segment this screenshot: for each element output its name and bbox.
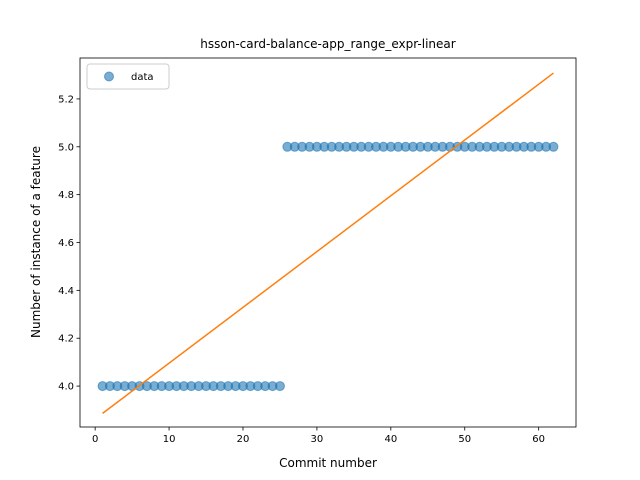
- legend-label-data: data: [131, 72, 154, 83]
- legend-box: [86, 63, 170, 90]
- x-tick-label: 20: [237, 434, 250, 445]
- x-tick-label: 50: [458, 434, 471, 445]
- x-tick-label: 60: [532, 434, 545, 445]
- legend: data: [86, 63, 170, 90]
- chart-title: hsson-card-balance-app_range_expr-linear: [200, 37, 455, 51]
- data-point: [548, 141, 559, 152]
- data-point: [274, 381, 285, 392]
- x-tick-label: 0: [92, 434, 98, 445]
- y-tick-label: 4.0: [58, 382, 74, 393]
- y-tick-label: 5.2: [58, 94, 74, 105]
- axes-frame: [79, 57, 577, 428]
- axis-ticks: 0 10 20 30 40 50 60 4.0 4.2 4.4 4.6 4.8 5.0 5.2: [58, 94, 545, 445]
- y-tick-label: 4.8: [58, 190, 74, 201]
- y-axis-label: Number of instance of a feature: [29, 146, 43, 338]
- y-tick-label: 4.4: [58, 286, 74, 297]
- x-tick-label: 30: [311, 434, 324, 445]
- x-tick-label: 40: [384, 434, 397, 445]
- y-tick-label: 4.6: [58, 238, 74, 249]
- y-tick-label: 4.2: [58, 334, 74, 345]
- x-tick-label: 10: [163, 434, 176, 445]
- legend-marker-data: [104, 71, 114, 82]
- plot-area: [97, 72, 559, 414]
- fit-line: [102, 72, 554, 414]
- y-tick-label: 5.0: [58, 142, 74, 153]
- x-axis-label: Commit number: [279, 456, 377, 470]
